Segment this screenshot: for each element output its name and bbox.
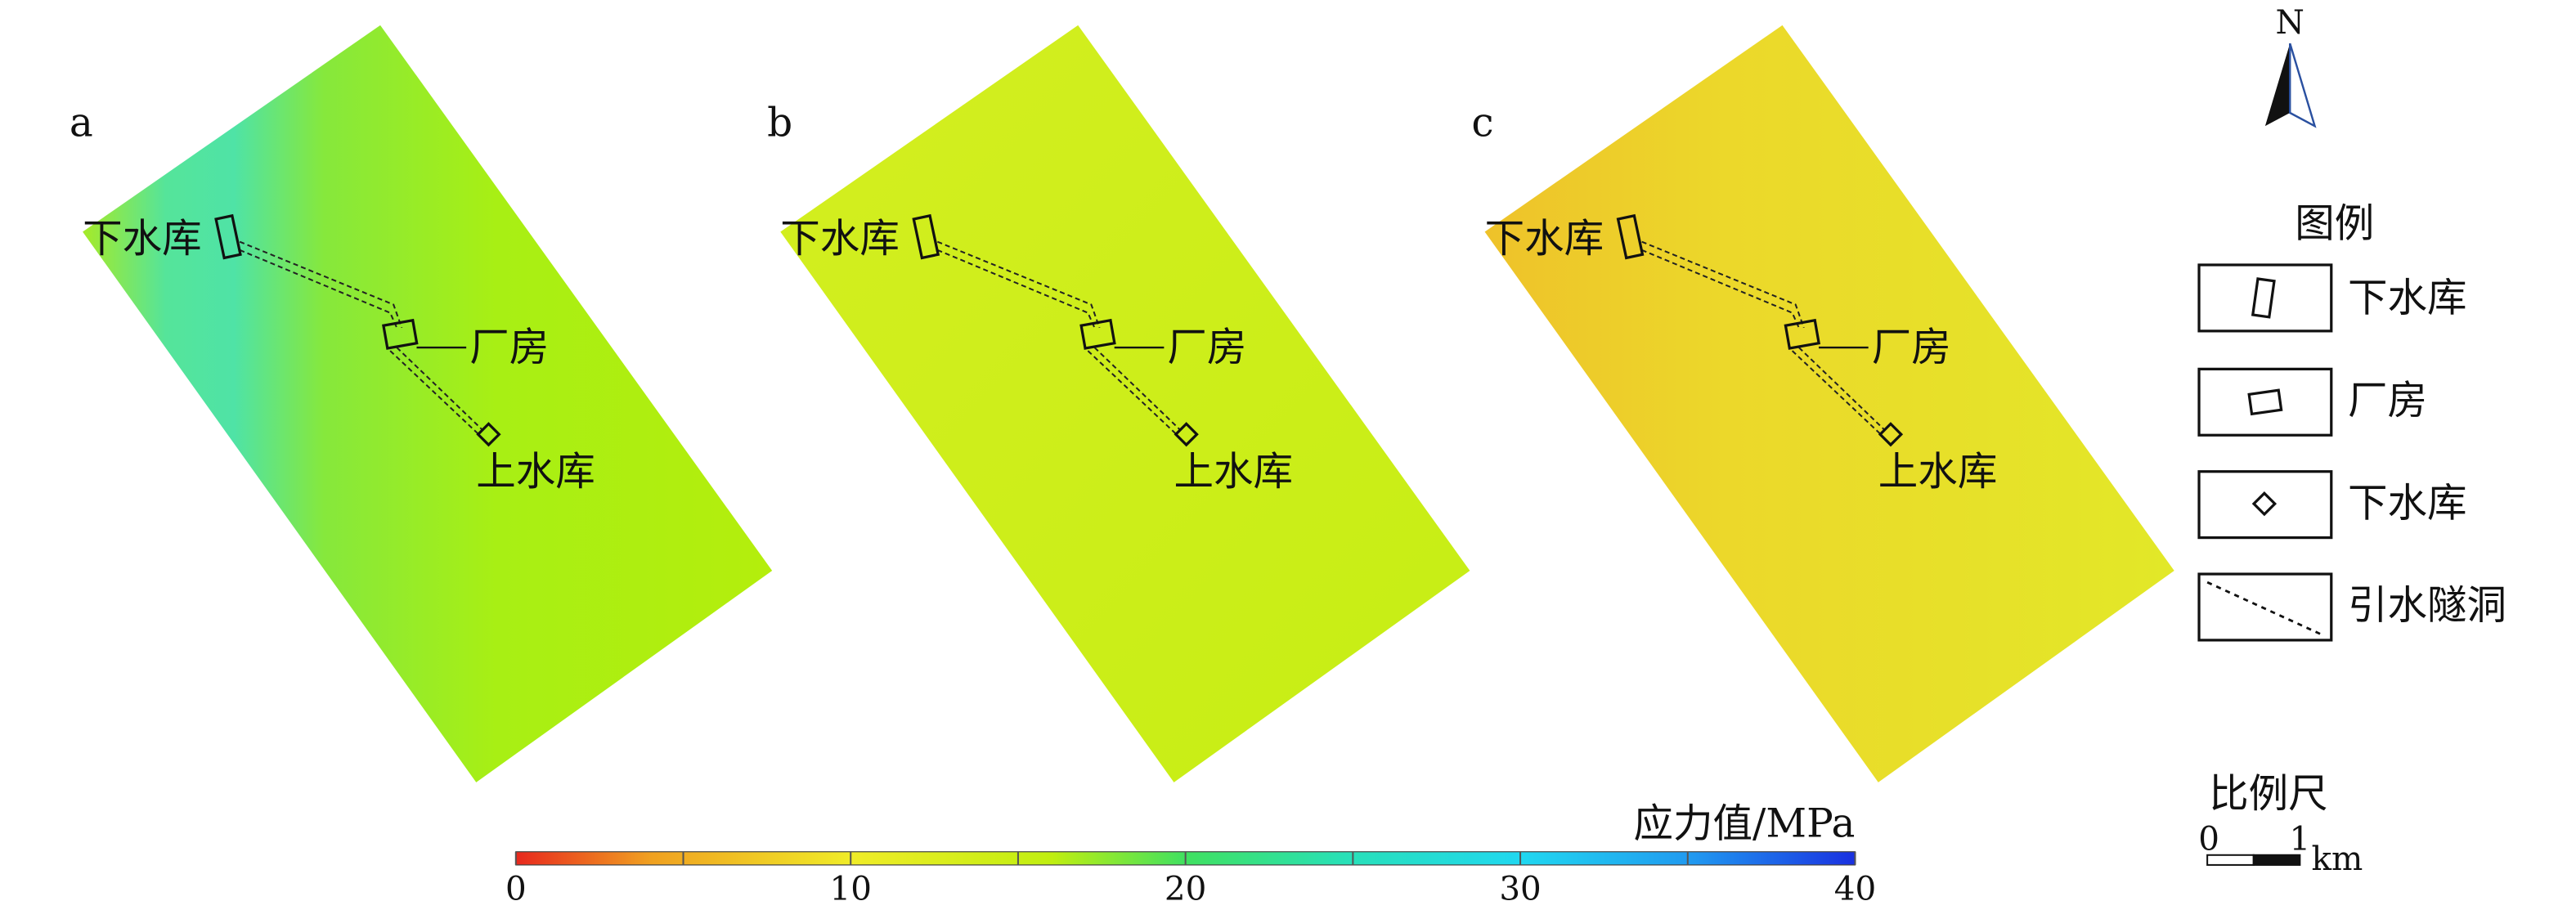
stress-field xyxy=(83,25,773,782)
legend-symbol xyxy=(2251,277,2276,319)
legend-symbol xyxy=(2251,491,2278,517)
legend-item: 厂房 xyxy=(2348,378,2427,424)
powerhouse xyxy=(1784,318,1821,350)
tunnel xyxy=(389,350,479,434)
colorbar-tick-label: 40 xyxy=(1834,868,1876,908)
panel-label: c xyxy=(1471,100,1493,146)
lower-reservoir xyxy=(1616,213,1645,260)
plant-label: 厂房 xyxy=(1872,325,1951,370)
arrow-right xyxy=(2289,43,2317,128)
upper-label: 上水库 xyxy=(476,449,595,495)
colorbar-tick-label: 30 xyxy=(1499,868,1541,908)
tunnel xyxy=(1798,347,1886,431)
scale-bar: 比例尺 0 1 km xyxy=(2198,771,2363,878)
legend-item: 引水隧洞 xyxy=(2348,583,2506,629)
scale-title: 比例尺 xyxy=(2209,771,2328,817)
lower-label: 下水库 xyxy=(780,216,900,262)
upper-reservoir xyxy=(1878,422,1904,447)
legend-box xyxy=(2197,572,2333,642)
scale-end: 1 xyxy=(2289,819,2310,858)
upper-reservoir xyxy=(1174,422,1199,447)
colorbar-tick-label: 20 xyxy=(1165,868,1206,908)
upper-label: 上水库 xyxy=(1174,449,1293,495)
lower-label: 下水库 xyxy=(83,216,202,262)
plant-label: 厂房 xyxy=(1167,325,1246,370)
tunnel xyxy=(1791,350,1881,434)
tunnel xyxy=(239,240,403,329)
legend-symbol xyxy=(2206,581,2324,637)
lower-reservoir xyxy=(214,213,242,260)
upper-label: 上水库 xyxy=(1878,449,1998,495)
tunnel xyxy=(1093,347,1182,431)
tunnel xyxy=(936,240,1101,329)
panel-label: a xyxy=(70,100,93,146)
legend-box xyxy=(2197,470,2333,540)
arrow-left xyxy=(2264,43,2291,127)
legend-box xyxy=(2197,367,2333,437)
colorbar-title: 应力值/MPa xyxy=(1634,801,1856,847)
powerhouse xyxy=(382,318,419,350)
lower-label: 下水库 xyxy=(1485,216,1604,262)
upper-reservoir xyxy=(476,422,501,447)
colorbar-tick-label: 0 xyxy=(505,868,527,908)
lower-reservoir xyxy=(912,213,940,260)
north-label: N xyxy=(2276,2,2304,42)
tunnel xyxy=(396,347,484,431)
legend-box xyxy=(2197,263,2333,333)
legend: 图例 下水库 厂房 下水库 引水隧洞 xyxy=(2197,201,2506,642)
powerhouse xyxy=(1079,318,1116,350)
north-arrow: N xyxy=(2264,2,2317,128)
legend-title: 图例 xyxy=(2295,201,2374,247)
colorbar-tick-label: 10 xyxy=(830,868,872,908)
scale-unit: km xyxy=(2312,839,2363,878)
legend-item: 下水库 xyxy=(2348,480,2467,526)
scale-segment xyxy=(2252,854,2301,866)
stress-field xyxy=(780,25,1470,782)
scale-start: 0 xyxy=(2198,819,2219,858)
legend-item: 下水库 xyxy=(2348,276,2467,321)
plant-label: 厂房 xyxy=(469,325,549,370)
tunnel xyxy=(1641,240,1805,329)
stress-field xyxy=(1484,25,2174,782)
legend-symbol xyxy=(2247,388,2283,416)
colorbar: 应力值/MPa 0 10 20 30 40 xyxy=(505,801,1876,908)
tunnel xyxy=(1087,350,1177,434)
panel-label: b xyxy=(767,100,792,146)
